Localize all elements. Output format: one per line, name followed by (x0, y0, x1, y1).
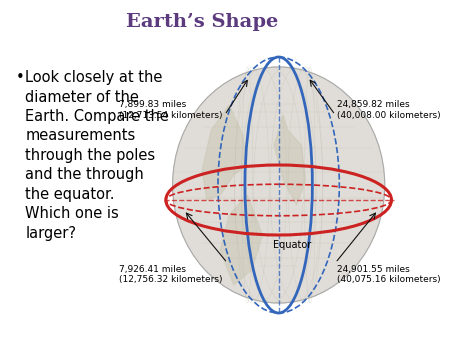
Text: 7,899.83 miles
(12,713.54 kilometers): 7,899.83 miles (12,713.54 kilometers) (119, 100, 223, 120)
Text: through the poles: through the poles (25, 148, 155, 163)
Text: Earth’s Shape: Earth’s Shape (126, 13, 279, 31)
Text: the equator.: the equator. (25, 187, 115, 202)
Text: •: • (16, 70, 25, 85)
Text: Look closely at the: Look closely at the (25, 70, 162, 85)
Polygon shape (220, 195, 262, 285)
Polygon shape (202, 105, 247, 200)
Text: measurements: measurements (25, 128, 135, 144)
Text: 24,859.82 miles
(40,008.00 kilometers): 24,859.82 miles (40,008.00 kilometers) (337, 100, 441, 120)
Text: Which one is: Which one is (25, 207, 119, 221)
Text: and the through: and the through (25, 168, 144, 183)
Text: Earth. Compare the: Earth. Compare the (25, 109, 169, 124)
Text: diameter of the: diameter of the (25, 90, 139, 104)
Text: 24,901.55 miles
(40,075.16 kilometers): 24,901.55 miles (40,075.16 kilometers) (337, 265, 441, 284)
Polygon shape (274, 115, 306, 205)
Text: 7,926.41 miles
(12,756.32 kilometers): 7,926.41 miles (12,756.32 kilometers) (119, 265, 223, 284)
Text: Equator: Equator (273, 240, 311, 250)
Circle shape (173, 67, 385, 303)
Text: larger?: larger? (25, 226, 76, 241)
